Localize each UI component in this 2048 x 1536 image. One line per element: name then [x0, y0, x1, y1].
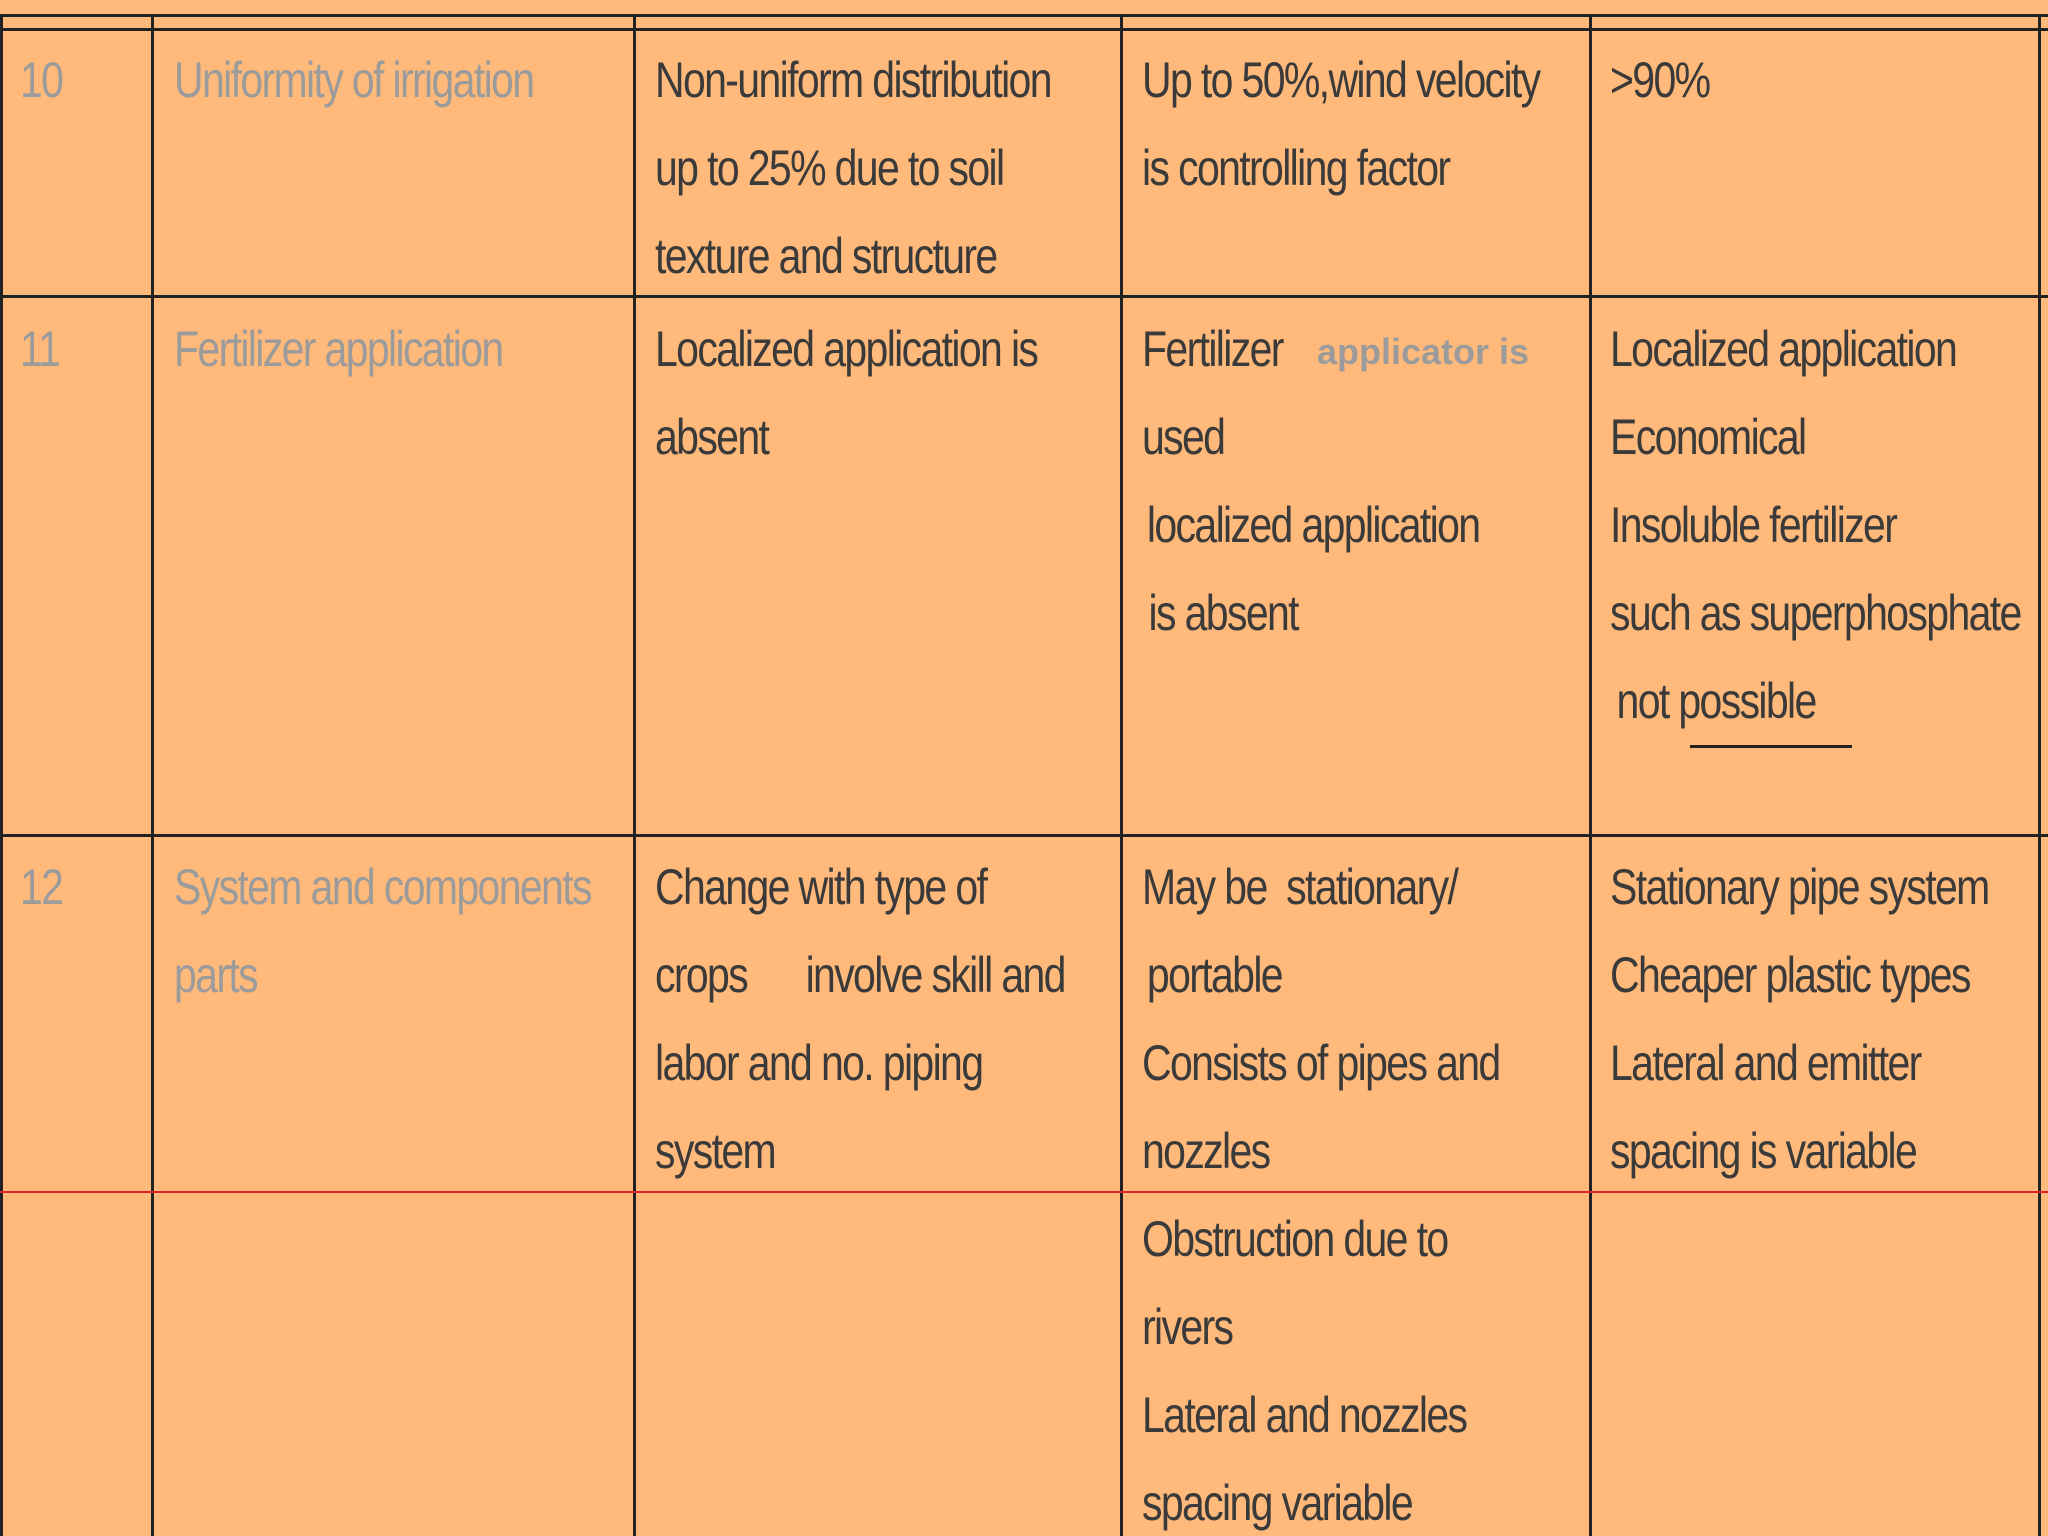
sprinkler-cell: May be stationary/ portable Consists of … [1142, 843, 1587, 1536]
surface-cell: Change with type of crops involve skill … [655, 843, 1115, 1195]
cell-line: portable [1146, 947, 1284, 1003]
cell-line: labor and no. piping [655, 1035, 984, 1091]
drip-cell: >90% [1610, 36, 2035, 124]
cell-line: Up to 50%,wind velocity [1142, 52, 1541, 108]
row-number: 11 [20, 321, 61, 377]
cell-line: up to 25% due to soil [655, 140, 1005, 196]
cell-line: texture and structure [655, 228, 998, 284]
drip-cell: Stationary pipe system Cheaper plastic t… [1610, 843, 2038, 1195]
cell-line: Economical [1610, 409, 1807, 465]
parameter-label: parts [174, 947, 259, 1003]
cell-line: Change with type of [655, 859, 988, 915]
cell-line: Localized application [1610, 321, 1958, 377]
cell-line: spacing is variable [1610, 1123, 1918, 1179]
drip-cell: Localized application Economical Insolub… [1610, 305, 2038, 745]
cell-line: crops involve skill and [655, 947, 1066, 1003]
table-col-divider [151, 14, 154, 1536]
cell-line: >90% [1610, 52, 1711, 108]
cell-line: Insoluble fertilizer [1610, 497, 1898, 553]
parameter-label: System and components [174, 859, 592, 915]
row-number: 10 [20, 52, 64, 108]
cell-line: not possible [1616, 673, 1818, 729]
cell-line: nozzles [1142, 1123, 1271, 1179]
cell-line: used [1142, 409, 1226, 465]
surface-cell: Non-uniform distribution up to 25% due t… [655, 36, 1115, 300]
red-marker-line [0, 1191, 2048, 1193]
cell-line: such as superphosphate [1610, 585, 2022, 641]
table-col-divider [633, 14, 636, 1536]
surface-cell: Localized application is absent [655, 305, 1115, 481]
parameter-label: Fertilizer application [174, 321, 504, 377]
sprinkler-cell: Up to 50%,wind velocity is controlling f… [1142, 36, 1587, 212]
parameter-cell: Uniformity of irrigation [174, 36, 629, 124]
underline-mark [1690, 745, 1852, 748]
cell-line: system [655, 1123, 777, 1179]
cell-line: localized application [1146, 497, 1481, 553]
table-col-divider [1589, 14, 1592, 1536]
table-row-divider [0, 295, 2048, 298]
parameter-cell: System and components parts [174, 843, 629, 1019]
cell-line: Consists of pipes and [1142, 1035, 1501, 1091]
parameter-label: Uniformity of irrigation [174, 52, 535, 108]
parameter-cell: Fertilizer application [174, 305, 629, 393]
cell-line: Obstruction due to [1142, 1211, 1449, 1267]
cell-line: Localized application is [655, 321, 1039, 377]
cell-line: Lateral and nozzles [1142, 1387, 1468, 1443]
cell-line: absent [655, 409, 770, 465]
table-border-top [0, 14, 2048, 17]
table-col-divider [2038, 14, 2041, 1536]
cell-line: is absent [1148, 585, 1300, 641]
cell-line: Fertilizer applicator is [1142, 305, 1587, 393]
row-number-cell: 10 [20, 36, 145, 124]
cell-line: Cheaper plastic types [1610, 947, 1971, 1003]
row-number-cell: 12 [20, 843, 145, 931]
cell-text-small: applicator is [1317, 331, 1530, 372]
table-col-divider [1120, 14, 1123, 1536]
cell-line: Stationary pipe system [1610, 859, 1990, 915]
table-col-divider [0, 14, 3, 1536]
cell-line: spacing variable [1142, 1475, 1414, 1531]
cell-line: Non-uniform distribution [655, 52, 1053, 108]
table-row-divider [0, 834, 2048, 837]
row-number: 12 [20, 859, 64, 915]
row-number-cell: 11 [20, 305, 145, 393]
table-row-divider [0, 28, 2048, 31]
cell-text: Fertilizer [1142, 321, 1284, 377]
cell-line: is controlling factor [1142, 140, 1451, 196]
cell-line: rivers [1142, 1299, 1234, 1355]
sprinkler-cell: Fertilizer applicator is used localized a… [1142, 305, 1587, 657]
cell-line: May be stationary/ [1142, 859, 1459, 915]
cell-line: Lateral and emitter [1610, 1035, 1922, 1091]
